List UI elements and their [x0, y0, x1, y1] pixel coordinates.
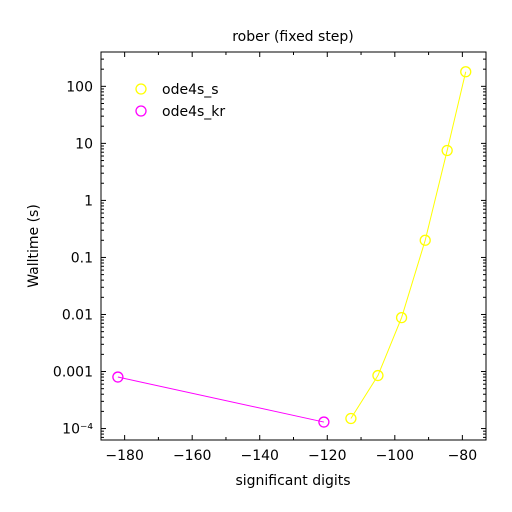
- chart-title: rober (fixed step): [232, 29, 354, 45]
- data-point-ode4s_kr: [112, 371, 124, 383]
- legend-marker-ode4s_s: [135, 83, 147, 95]
- y-tick-label: 0.1: [71, 250, 93, 266]
- y-tick-label: 0.01: [62, 307, 93, 323]
- data-point-ode4s_s: [345, 412, 357, 425]
- legend: ode4s_s ode4s_kr: [135, 82, 225, 120]
- legend-marker-ode4s_kr: [135, 105, 147, 117]
- y-tick-label: 0.001: [53, 365, 93, 381]
- data-point-ode4s_s: [460, 66, 472, 78]
- data-point-ode4s_s: [372, 369, 384, 382]
- y-tick-label: 10: [75, 136, 93, 152]
- series-layer: [112, 66, 472, 428]
- x-tick-label: −180: [105, 448, 143, 464]
- x-tick-label: −160: [173, 448, 211, 464]
- y-axis-label: Walltime (s): [26, 204, 42, 288]
- data-point-ode4s_kr: [318, 416, 330, 428]
- legend-label-ode4s_kr: ode4s_kr: [162, 104, 225, 120]
- x-axis: −180 −160 −140 −120 −100 −80: [105, 52, 477, 464]
- plot-area: [100, 51, 487, 441]
- x-tick-label: −120: [308, 448, 346, 464]
- y-tick-label: 10⁻⁴: [62, 422, 93, 438]
- y-axis: 10⁻⁴ 0.001 0.01 0.1 1 10 100: [53, 51, 486, 438]
- x-tick-label: −140: [241, 448, 279, 464]
- y-tick-label: 1: [84, 193, 93, 209]
- legend-label-ode4s_s: ode4s_s: [162, 82, 219, 98]
- y-tick-label: 100: [66, 79, 93, 95]
- x-axis-label: significant digits: [235, 473, 350, 489]
- plot-frame: [100, 51, 487, 441]
- x-tick-label: −100: [376, 448, 414, 464]
- data-point-ode4s_s: [395, 311, 408, 324]
- series-line-ode4s_kr: [117, 376, 325, 423]
- data-point-ode4s_s: [441, 144, 453, 157]
- series-line-ode4s_s: [350, 71, 467, 419]
- data-point-ode4s_s: [419, 234, 431, 246]
- x-tick-label: −80: [448, 448, 478, 464]
